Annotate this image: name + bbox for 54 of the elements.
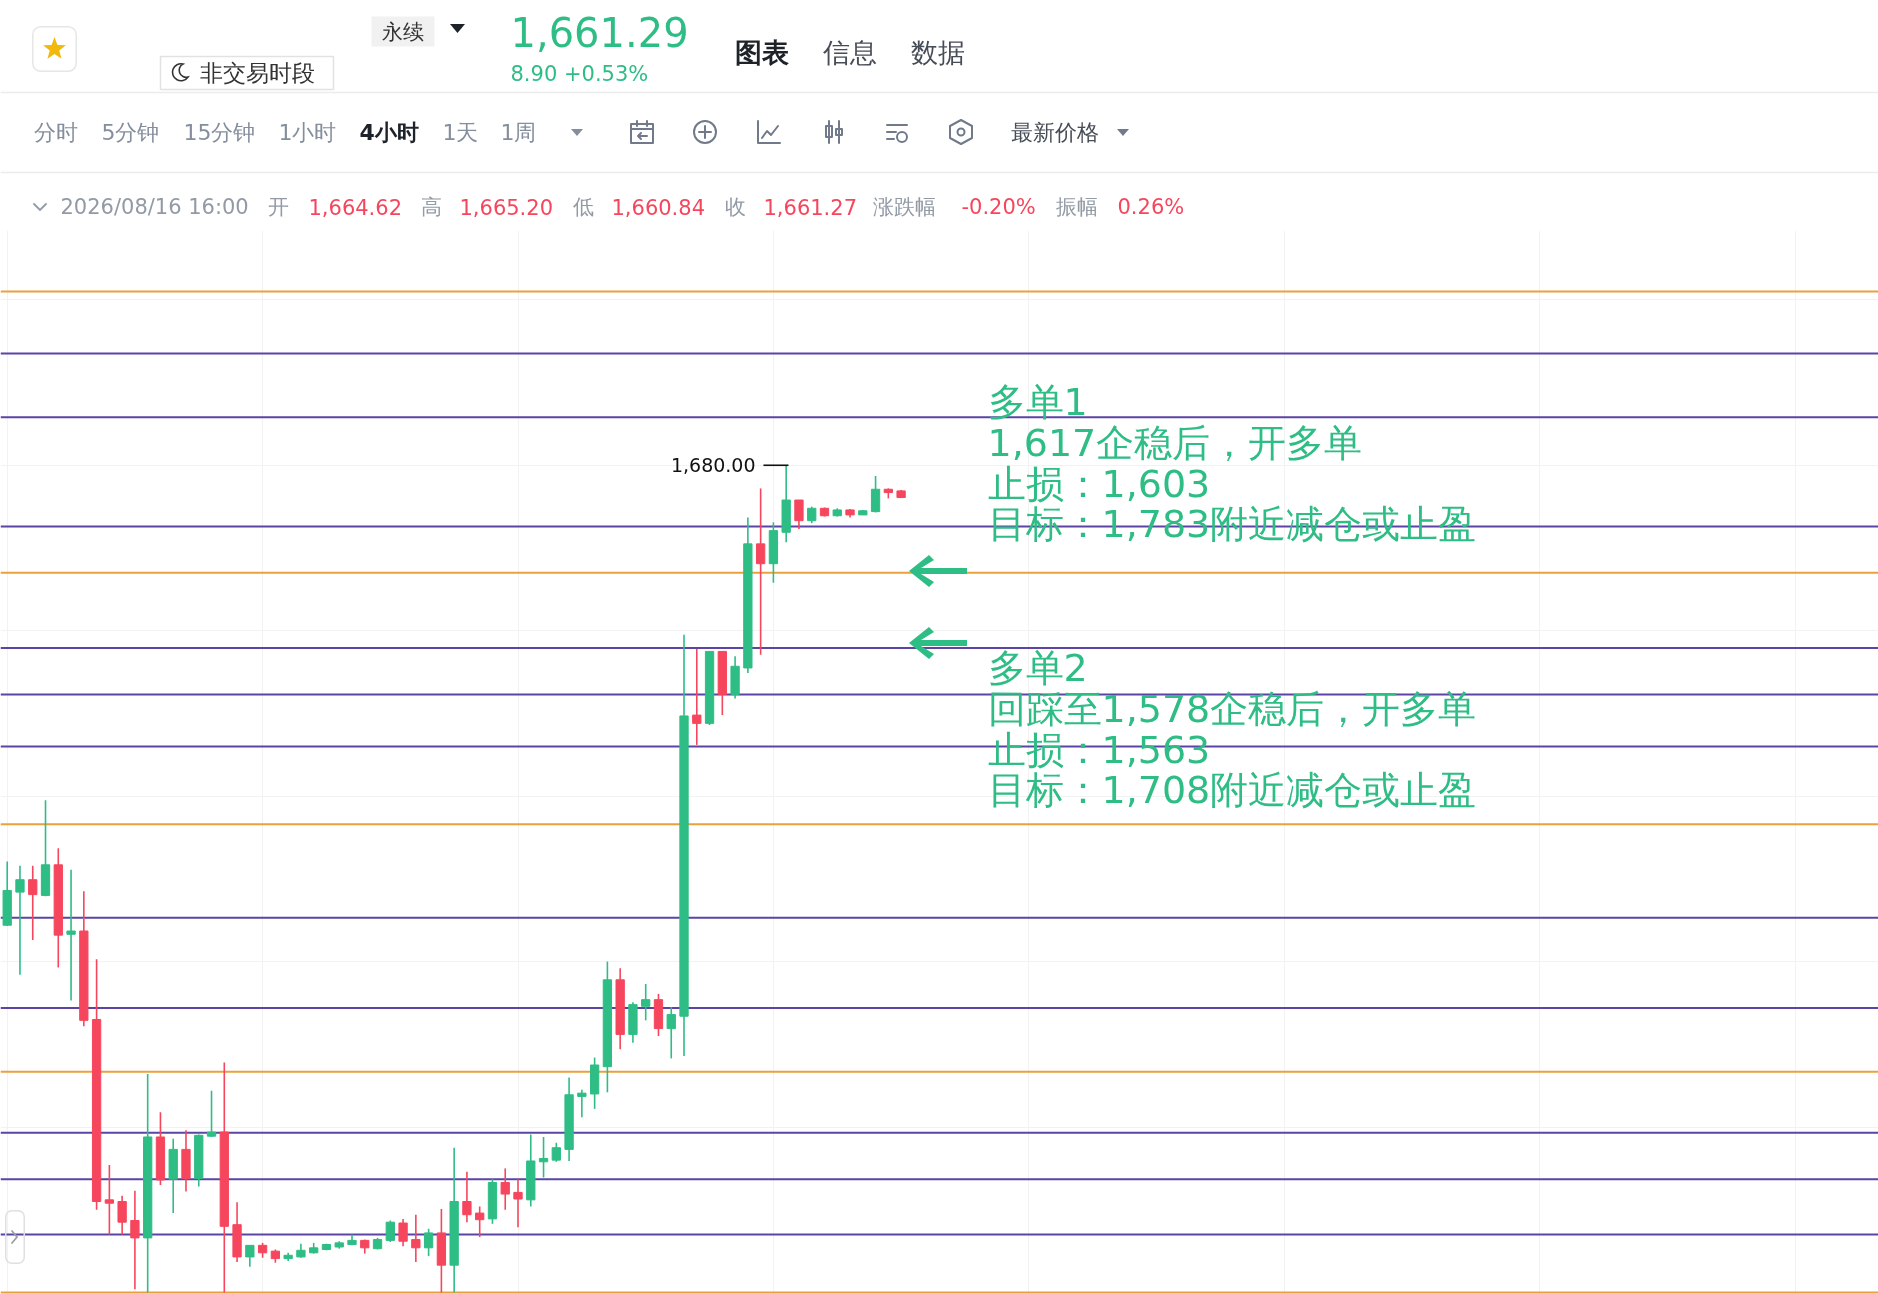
candlestick: [130, 1189, 140, 1290]
text: 非交易时段: [199, 59, 315, 86]
text: 1,661.27: [763, 195, 858, 220]
candlestick: [666, 1006, 676, 1060]
text: 0.26%: [1117, 194, 1185, 219]
text: 高: [420, 194, 442, 219]
text: 涨跌幅: [872, 194, 936, 219]
candlestick: [206, 1089, 217, 1138]
candlestick: [870, 475, 881, 514]
text: 开: [267, 194, 289, 219]
text: 1周: [500, 120, 537, 145]
candlestick: [423, 1228, 434, 1257]
candlestick: [15, 864, 25, 976]
text: 1,664.62: [308, 195, 403, 220]
candlestick: [641, 983, 651, 1022]
text: 1,665.20: [459, 195, 554, 220]
text: 4小时: [359, 120, 419, 145]
text: 2026/08/16 16:00: [60, 194, 249, 219]
candlestick: [66, 868, 76, 1002]
text: 1天: [442, 120, 479, 145]
candlestick: [117, 1194, 127, 1236]
candlestick: [385, 1219, 395, 1243]
text: 永续: [381, 19, 424, 44]
text: 图表: [734, 37, 789, 68]
candlestick: [794, 499, 804, 530]
text: 数据: [910, 37, 965, 68]
text: 低: [572, 194, 594, 219]
text: 8.90 +0.53%: [510, 61, 649, 86]
annotation: 1,680.00: [670, 454, 756, 477]
text: 分时: [33, 120, 78, 145]
candlestick: [577, 1089, 587, 1118]
candlestick: [755, 487, 766, 656]
candlestick: [245, 1244, 255, 1268]
text: 最新价格: [1010, 120, 1099, 145]
candlestick: [462, 1170, 472, 1223]
candlestick: [398, 1218, 408, 1247]
text: 1,660.84: [611, 195, 706, 220]
candlestick: [692, 648, 702, 746]
candlestick: [551, 1141, 561, 1163]
candlestick: [28, 864, 38, 941]
candlestick: [500, 1167, 510, 1211]
candlestick: [513, 1178, 523, 1228]
text: 15分钟: [183, 120, 256, 145]
text: 收: [724, 194, 746, 219]
text: 信息: [822, 37, 877, 68]
candlestick: [411, 1213, 421, 1263]
candlestick: [538, 1136, 549, 1179]
text: 振幅: [1055, 194, 1098, 219]
text: 5分钟: [101, 120, 160, 145]
text: 1,661.29: [510, 9, 689, 56]
text: -0.20%: [961, 194, 1036, 219]
candlestick: [475, 1205, 485, 1238]
text: 1小时: [278, 120, 337, 145]
candlestick: [104, 1164, 115, 1236]
